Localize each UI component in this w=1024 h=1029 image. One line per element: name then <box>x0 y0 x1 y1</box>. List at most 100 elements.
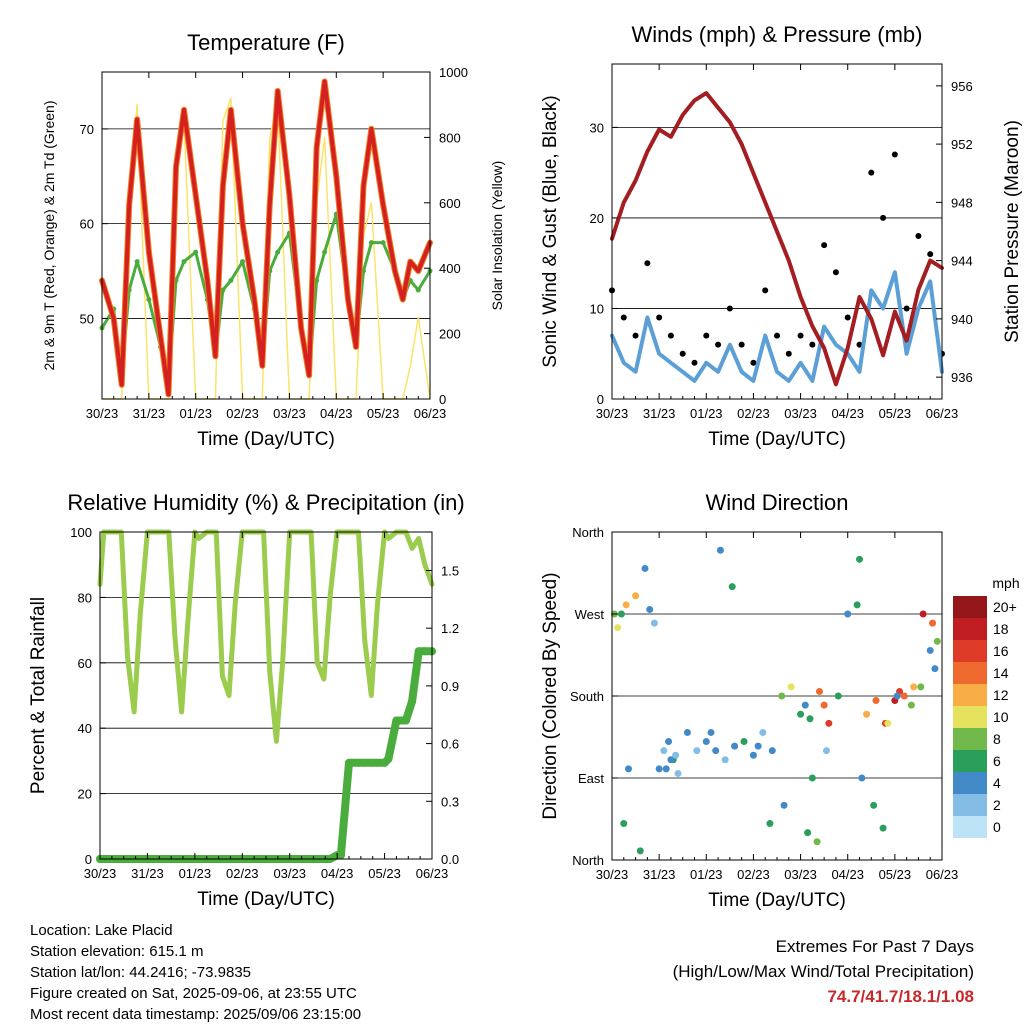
x-tick-label: 03/23 <box>784 406 817 421</box>
x-tick-label: 02/23 <box>226 406 259 421</box>
y-tick-label: 60 <box>80 217 94 232</box>
chart-title: Temperature (F) <box>187 30 345 55</box>
x-tick-label: 31/23 <box>131 866 164 881</box>
gust-point <box>703 332 710 339</box>
y-tick-label: 20 <box>590 211 604 226</box>
y-tick-label: North <box>572 525 604 540</box>
gust-point <box>620 314 627 321</box>
x-tick-label: 05/23 <box>879 406 912 421</box>
x-tick-label: 04/23 <box>320 406 353 421</box>
x-tick-label: 02/23 <box>737 406 770 421</box>
x-tick-label: 01/23 <box>690 867 723 882</box>
y-right-tick-label: 936 <box>951 370 973 385</box>
y-right-tick-label: 0.6 <box>441 737 459 752</box>
dewpoint-point <box>275 249 281 255</box>
x-tick-label: 31/23 <box>133 406 166 421</box>
y-tick-label: 50 <box>80 311 94 326</box>
colorbar-swatch <box>953 728 987 750</box>
y-tick-label: West <box>575 607 605 622</box>
x-tick-label: 31/23 <box>643 406 676 421</box>
y-right-tick-label: 1000 <box>439 65 468 80</box>
direction-point <box>931 665 939 673</box>
precip-point <box>360 758 369 767</box>
gust-point <box>880 214 887 221</box>
direction-point <box>929 619 937 627</box>
station-metadata: Location: Lake Placid Station elevation:… <box>30 920 361 1025</box>
x-tick-label: 02/23 <box>226 866 259 881</box>
x-tick-label: 01/23 <box>179 866 212 881</box>
direction-point <box>820 701 828 709</box>
direction-point <box>797 710 805 718</box>
gust-point <box>797 332 804 339</box>
direction-point <box>863 710 871 718</box>
direction-point <box>749 751 757 759</box>
direction-point <box>778 692 786 700</box>
gust-point <box>809 341 816 348</box>
y-right-tick-label: 0.9 <box>441 679 459 694</box>
y-right-tick-label: 0.3 <box>441 794 459 809</box>
extremes-values: 74.7/41.7/18.1/1.08 <box>827 987 974 1006</box>
direction-point <box>665 738 673 746</box>
colorbar-label: 18 <box>993 621 1009 637</box>
direction-point <box>893 692 901 700</box>
x-tick-label: 03/23 <box>784 867 817 882</box>
colorbar-label: 12 <box>993 687 1009 703</box>
precip-point <box>408 697 417 706</box>
precip-line <box>96 647 436 863</box>
y-right-tick-label: 0.0 <box>441 852 459 867</box>
colorbar-swatch <box>953 706 987 728</box>
y-tick-label: 70 <box>80 122 94 137</box>
y-right-tick-label: 400 <box>439 261 461 276</box>
y-tick-label: 60 <box>78 656 92 671</box>
location-text: Location: Lake Placid <box>30 922 173 939</box>
direction-point <box>900 692 908 700</box>
precip-point <box>392 716 401 725</box>
chart-title: Winds (mph) & Pressure (mb) <box>632 22 923 47</box>
colorbar-swatch <box>953 684 987 706</box>
gust-point <box>832 269 839 276</box>
y-right-tick-label: 944 <box>951 254 973 269</box>
extremes-subtitle: (High/Low/Max Wind/Total Precipitation) <box>672 962 974 981</box>
gust-point <box>715 341 722 348</box>
recent-data-text: Most recent data timestamp: 2025/09/06 2… <box>30 1006 362 1023</box>
y-tick-label: 10 <box>590 301 604 316</box>
x-tick-label: 06/23 <box>416 866 449 881</box>
gust-point <box>726 305 733 312</box>
y-right-tick-label: 1.2 <box>441 621 459 636</box>
colorbar-label: 0 <box>993 819 1001 835</box>
direction-point <box>907 701 915 709</box>
gust-point <box>762 287 769 294</box>
direction-point <box>617 610 625 618</box>
direction-point <box>650 619 658 627</box>
gust-point <box>656 314 663 321</box>
x-tick-label: 03/23 <box>273 866 306 881</box>
gust-point <box>644 260 651 267</box>
colorbar-swatch <box>953 662 987 684</box>
created-text: Figure created on Sat, 2025-09-06, at 23… <box>30 985 357 1002</box>
direction-point <box>926 646 934 654</box>
direction-point <box>910 683 918 691</box>
y-right-tick-label: 600 <box>439 196 461 211</box>
colorbar-label: 2 <box>993 797 1001 813</box>
direction-point <box>853 601 861 609</box>
y-right-tick-label: 952 <box>951 137 973 152</box>
elevation-text: Station elevation: 615.1 m <box>30 943 204 960</box>
direction-point <box>917 683 925 691</box>
direction-point <box>646 605 654 613</box>
panel-winds: Winds (mph) & Pressure (mb) 30/23 31/23 01/… <box>540 22 1023 450</box>
colorbar-swatch <box>953 816 987 838</box>
gust-point <box>785 350 792 357</box>
y-tick-label: 80 <box>78 590 92 605</box>
latlon-text: Station lat/lon: 44.2416; -73.9835 <box>30 964 252 981</box>
y-right-axis-label: Station Pressure (Maroon) <box>1002 120 1023 343</box>
direction-point <box>655 765 663 773</box>
y-tick-label: 20 <box>78 787 92 802</box>
y-tick-label: 30 <box>590 120 604 135</box>
dewpoint-point <box>228 278 234 284</box>
gust-point <box>821 242 828 249</box>
direction-point <box>660 747 668 755</box>
direction-point <box>620 820 628 828</box>
colorbar-swatch <box>953 596 987 618</box>
direction-point <box>641 564 649 572</box>
panel-temperature: Temperature (F) 30/23 31/23 01/23 02/23 03/23… <box>41 30 505 450</box>
